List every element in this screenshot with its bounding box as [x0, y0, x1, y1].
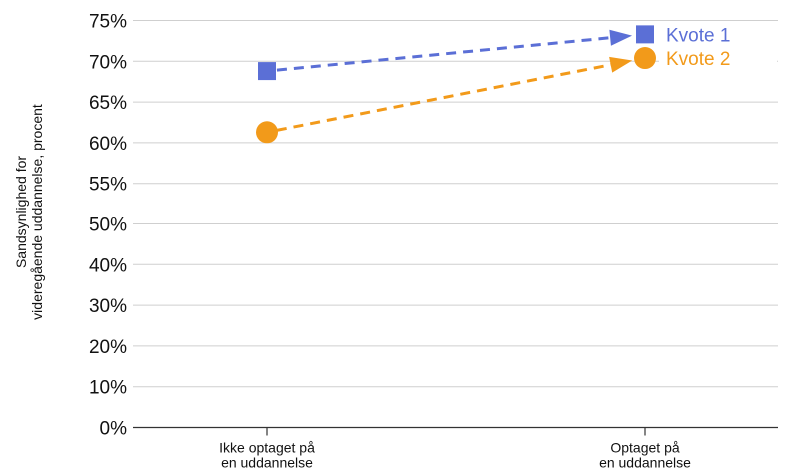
series-line [276, 63, 611, 132]
x-tick-label: Optaget på en uddannelse [599, 440, 691, 471]
series [256, 25, 656, 144]
y-tick-label: 50% [89, 215, 127, 236]
y-tick-label: 0% [100, 419, 128, 440]
y-tick-label: 65% [89, 93, 127, 114]
y-tick-label: 60% [89, 134, 127, 155]
gridlines [133, 20, 778, 388]
data-point [634, 47, 656, 70]
x-axis [133, 426, 778, 436]
legend-label-bg [659, 22, 777, 47]
y-axis-label: Sandsynlighed forvideregående uddannelse… [13, 104, 45, 320]
series-line [276, 36, 611, 72]
series-arrowhead [609, 56, 633, 73]
data-point [256, 121, 278, 144]
y-tick-labels: 0% 10% 20% 30% 40% 50% 55% 60% 65% 70% 75% [89, 12, 127, 440]
data-point [258, 62, 276, 81]
series-kvote-2 [256, 47, 656, 144]
series-kvote-1 [258, 25, 654, 81]
y-tick-label: 75% [89, 12, 127, 33]
y-tick-label: 40% [89, 255, 127, 276]
legend-label: Kvote 1 [666, 25, 730, 46]
legend-label: Kvote 2 [666, 49, 730, 70]
y-tick-label: 70% [89, 52, 127, 73]
y-tick-label: 20% [89, 337, 127, 358]
x-tick-label: Ikke optaget på en uddannelse [219, 440, 315, 471]
series-arrowhead [609, 29, 633, 46]
data-point [636, 25, 654, 44]
legend-label-bg [659, 46, 777, 71]
x-tick-labels: Ikke optaget på en uddannelse Optaget på en… [219, 440, 691, 471]
y-tick-label: 55% [89, 175, 127, 196]
y-tick-label: 30% [89, 296, 127, 317]
y-axis-title: Sandsynlighed forvideregående uddannelse… [13, 104, 45, 320]
y-tick-label: 10% [89, 378, 127, 399]
legend: Kvote 1 Kvote 2 [659, 22, 777, 70]
